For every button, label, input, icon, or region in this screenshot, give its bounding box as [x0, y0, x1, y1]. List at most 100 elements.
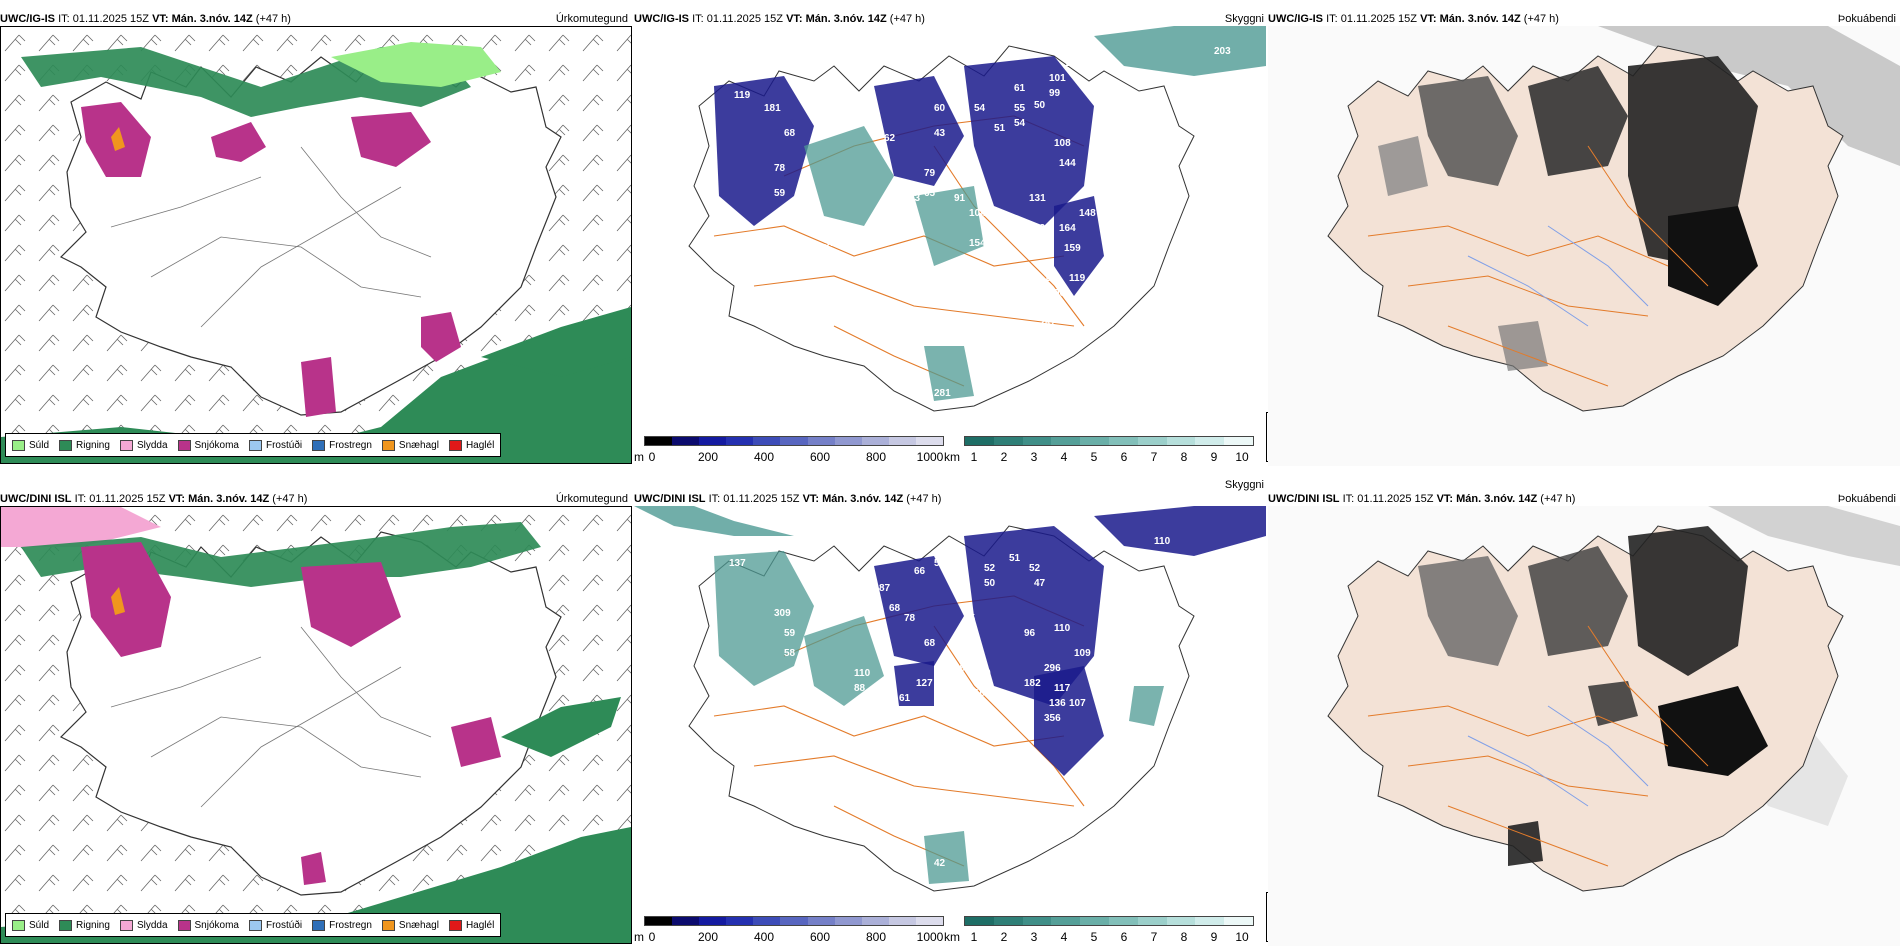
fog-dark — [1628, 526, 1748, 676]
tick: 0 — [648, 930, 656, 944]
ceiling-label: 58 — [784, 648, 796, 659]
tick: 5 — [1090, 930, 1098, 944]
fog-dark — [1418, 76, 1518, 186]
low-ceiling-area — [894, 661, 934, 706]
tick: 7 — [1150, 450, 1158, 464]
snow-area — [451, 717, 501, 767]
tick: 1 — [970, 450, 978, 464]
tick: 1000 — [916, 450, 944, 464]
ceiling-unit: m — [634, 930, 644, 944]
ceiling-label: 127 — [916, 678, 933, 689]
low-visibility-area — [924, 831, 969, 884]
fog-dark — [1588, 681, 1638, 726]
low-ceiling-area — [874, 76, 964, 186]
tick: 600 — [809, 930, 831, 944]
it-value: 01.11.2025 15Z — [723, 493, 800, 505]
colorbar-segment — [780, 917, 808, 925]
precip-map: Súld Rigning Slydda Snjókoma Frostúði Fr… — [0, 26, 632, 464]
ceiling-colorbar-strip — [644, 916, 944, 926]
it-value: 01.11.2025 15Z — [89, 493, 166, 505]
precip-panel-row1: UWC/IG-IS IT: 01.11.2025 15Z VT: Mán. 3.… — [0, 12, 632, 464]
colorbar-segment — [1022, 917, 1052, 925]
legend-label: Súld — [29, 919, 50, 931]
tick: 8 — [1180, 450, 1188, 464]
ceiling-label: 61 — [899, 693, 911, 704]
ceiling-label: 119 — [734, 90, 751, 101]
model-name: UWC/IG-IS — [1268, 13, 1323, 25]
tick: 400 — [753, 930, 775, 944]
ceiling-label: 47 — [1034, 578, 1046, 589]
ceiling-label: 110 — [854, 668, 871, 679]
legend-label: Snæhagl — [398, 919, 439, 931]
ceiling-label: 148 — [1079, 208, 1096, 219]
fog-map — [1268, 506, 1900, 946]
legend-item: Haglél — [448, 919, 494, 931]
fog-grey — [1418, 556, 1518, 666]
ceiling-label: 287 — [1039, 318, 1056, 329]
visibility-map-svg: 137 309 59 58 54 87 68 55 77 66 52 51 50… — [634, 506, 1266, 892]
tick: 800 — [865, 930, 887, 944]
swatch — [177, 439, 191, 451]
ceiling-label: 54 — [799, 688, 811, 699]
legend-label: Snjókoma — [194, 919, 239, 931]
fog-shading — [1708, 506, 1900, 566]
low-ceiling-area — [964, 526, 1104, 706]
rain-area-se — [481, 307, 631, 377]
ceiling-unit: m — [634, 450, 644, 464]
colorbar-segment — [1195, 917, 1225, 925]
precip-map: Súld Rigning Slydda Snjókoma Frostúði Fr… — [0, 506, 632, 944]
colorbar-segment — [807, 917, 835, 925]
colorbar-segment — [753, 917, 781, 925]
visibility-colorbar-strip — [964, 436, 1254, 446]
low-visibility-area — [804, 616, 884, 706]
tick: 0 — [648, 450, 656, 464]
colorbar-segment — [1137, 437, 1167, 445]
ceiling-labels: 137 309 59 58 54 87 68 55 77 66 52 51 50… — [729, 536, 1171, 869]
tick: 600 — [809, 450, 831, 464]
ceiling-label: 73 — [909, 193, 921, 204]
snow-area — [301, 562, 401, 647]
legend-label: Súld — [29, 439, 50, 451]
ceiling-label: 181 — [764, 103, 781, 114]
ceiling-label: 309 — [774, 608, 791, 619]
panel-header: UWC/DINI ISL IT: 01.11.2025 15Z VT: Mán.… — [634, 492, 941, 506]
colorbar-segment — [645, 437, 673, 445]
colorbar-segment — [861, 917, 889, 925]
legend-label: Snjókoma — [194, 439, 239, 451]
ceiling-label: 356 — [1044, 713, 1061, 724]
ceiling-label: 50 — [984, 578, 996, 589]
tick: 9 — [1210, 450, 1218, 464]
swatch — [12, 439, 25, 451]
legend-item: Súld — [12, 919, 50, 931]
snow-area — [81, 542, 171, 657]
ceiling-label: 110 — [1154, 536, 1171, 547]
ceiling-label: 66 — [914, 566, 926, 577]
ceiling-label: 57 — [824, 238, 836, 249]
it-label: IT: — [692, 13, 704, 25]
snow-pellet-area — [111, 127, 125, 151]
ceiling-label: 59 — [774, 188, 786, 199]
ceiling-label: 252 — [999, 293, 1016, 304]
ceiling-label: 108 — [984, 728, 1001, 739]
ceiling-label: 100 — [1064, 58, 1081, 69]
sleet-area — [1, 507, 161, 547]
ceiling-label: 51 — [1009, 553, 1021, 564]
fog-map — [1268, 26, 1900, 466]
swatch — [381, 919, 395, 931]
ceiling-label: 137 — [729, 558, 746, 569]
swatch — [119, 919, 133, 931]
vt-label: VT: — [1436, 493, 1454, 505]
ceiling-label: 203 — [1214, 46, 1231, 57]
legend-item: Snjókoma — [177, 919, 239, 931]
visibility-map: 137 309 59 58 54 87 68 55 77 66 52 51 50… — [634, 506, 1266, 906]
legend-item: Slydda — [119, 439, 168, 451]
ceiling-label: 87 — [879, 583, 891, 594]
it-value: 01.11.2025 15Z — [72, 13, 149, 25]
colorbar-segment — [993, 917, 1023, 925]
fog-shading — [1598, 26, 1900, 166]
roads — [1367, 625, 1709, 867]
roads — [1367, 145, 1709, 387]
colorbar-segment — [915, 917, 944, 925]
model-name: UWC/IG-IS — [0, 13, 55, 25]
ceiling-label: 54 — [974, 103, 986, 114]
